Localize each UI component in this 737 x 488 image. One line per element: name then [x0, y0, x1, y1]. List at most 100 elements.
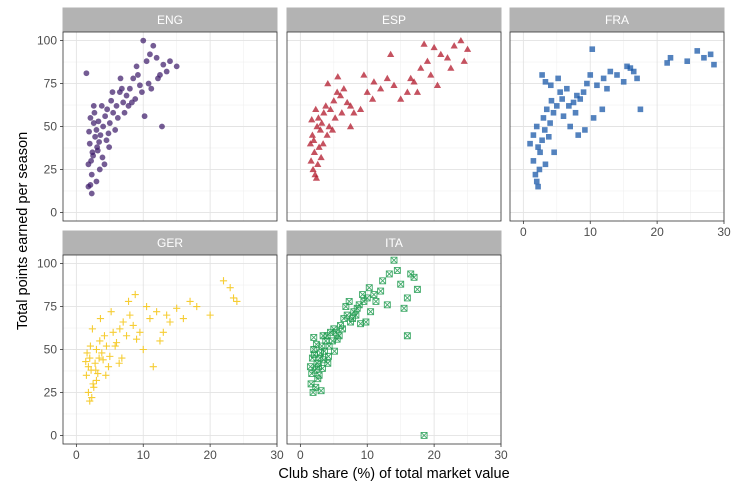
data-point	[111, 342, 119, 350]
panel-ger: GER 0 25 50 75 100 0 10 20 30	[37, 230, 284, 462]
data-point	[334, 73, 342, 80]
data-point	[530, 132, 537, 138]
data-point	[600, 75, 607, 82]
data-point	[542, 79, 549, 85]
data-point	[460, 57, 468, 64]
data-point	[634, 75, 640, 82]
data-point	[153, 54, 160, 61]
data-point	[136, 328, 144, 336]
data-point	[330, 97, 338, 104]
data-point	[87, 115, 94, 121]
data-point	[312, 174, 321, 181]
data-point	[123, 92, 130, 99]
data-point	[102, 113, 109, 120]
data-point	[115, 359, 123, 367]
data-point	[535, 144, 541, 150]
data-point	[707, 51, 714, 58]
data-point	[339, 325, 346, 333]
x-tick-label: 30	[717, 225, 731, 239]
data-point	[226, 284, 234, 292]
data-point	[85, 183, 92, 190]
data-point	[557, 89, 563, 95]
points-esp	[306, 36, 472, 181]
data-point	[550, 109, 557, 116]
data-point	[91, 359, 99, 367]
data-point	[143, 58, 150, 65]
data-point	[463, 45, 472, 52]
data-point	[109, 328, 117, 336]
data-point	[537, 149, 543, 156]
data-point	[132, 335, 141, 343]
data-point	[346, 122, 355, 130]
data-point	[560, 113, 567, 119]
data-point	[590, 115, 597, 121]
data-point	[145, 80, 152, 87]
data-point	[584, 80, 590, 87]
data-point	[433, 81, 442, 88]
data-point	[564, 85, 570, 92]
data-point	[413, 285, 421, 293]
strip-eng	[62, 7, 278, 33]
data-point	[624, 63, 630, 70]
data-point	[94, 147, 101, 154]
strip-fra	[509, 7, 725, 33]
data-point	[90, 152, 96, 159]
data-point	[179, 314, 187, 323]
data-point	[173, 304, 181, 312]
data-point	[367, 308, 375, 316]
data-point	[594, 82, 600, 89]
data-point	[390, 256, 398, 264]
data-point	[325, 122, 333, 130]
data-point	[599, 106, 606, 113]
x-tick-label: 20	[650, 225, 664, 239]
points-eng	[83, 37, 180, 197]
data-point	[88, 325, 97, 333]
x-tick-label: 0	[73, 448, 80, 462]
data-point	[110, 109, 117, 116]
data-point	[112, 339, 121, 347]
data-point	[159, 328, 167, 336]
data-point	[102, 342, 111, 350]
data-point	[317, 153, 325, 161]
panel-eng: ENG 0 25 50 75 100	[37, 7, 278, 222]
panel-border	[286, 31, 502, 222]
data-point	[139, 89, 145, 96]
data-point	[328, 126, 337, 133]
data-point	[379, 277, 387, 285]
x-tick-label: 20	[427, 448, 441, 462]
data-point	[582, 127, 588, 133]
data-point	[350, 109, 358, 116]
data-point	[403, 294, 411, 302]
data-point	[331, 347, 338, 355]
data-point	[103, 137, 110, 144]
data-point	[147, 51, 153, 58]
data-point	[313, 122, 321, 130]
data-point	[403, 88, 411, 95]
data-point	[637, 106, 644, 113]
points-ger	[82, 277, 241, 405]
data-point	[711, 61, 717, 68]
data-point	[309, 165, 317, 173]
data-point	[97, 132, 104, 138]
data-point	[397, 95, 405, 102]
data-point	[153, 308, 161, 316]
data-point	[233, 297, 241, 305]
y-tick-label: 100	[37, 257, 57, 271]
data-point	[149, 363, 157, 371]
data-point	[84, 388, 93, 397]
data-point	[173, 63, 180, 70]
x-axis-title: Club share (%) of total market value	[278, 466, 509, 482]
data-point	[333, 88, 341, 95]
data-point	[359, 291, 367, 298]
data-point	[331, 114, 339, 121]
data-point	[159, 123, 165, 130]
data-point	[620, 79, 627, 85]
data-point	[667, 54, 674, 61]
y-tick-label: 50	[44, 343, 58, 357]
data-point	[126, 311, 134, 319]
data-point	[397, 280, 405, 288]
data-point	[130, 75, 137, 82]
data-point	[104, 106, 111, 113]
data-point	[410, 78, 418, 85]
